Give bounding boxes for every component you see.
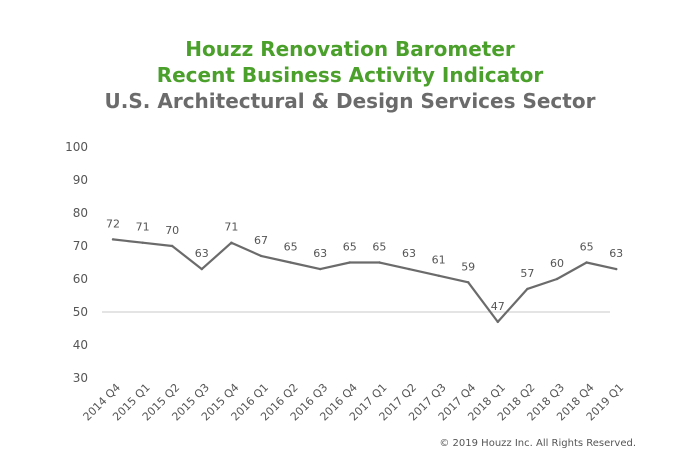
data-label: 63 <box>195 247 209 260</box>
data-label: 61 <box>432 254 446 267</box>
chart-subtitle: U.S. Architectural & Design Services Sec… <box>104 89 596 113</box>
y-tick-label: 40 <box>73 338 88 352</box>
y-tick-label: 50 <box>73 305 88 319</box>
data-label: 71 <box>224 221 238 234</box>
data-point <box>526 287 529 291</box>
data-label: 71 <box>136 221 150 234</box>
data-point <box>407 267 411 271</box>
data-label: 63 <box>313 247 327 260</box>
data-label: 59 <box>461 260 475 273</box>
data-point <box>348 261 351 264</box>
data-label: 67 <box>254 234 268 247</box>
data-point <box>289 261 292 264</box>
data-point <box>467 281 470 284</box>
data-point <box>319 267 322 271</box>
data-point <box>111 238 115 241</box>
data-point <box>437 274 440 277</box>
data-point <box>230 241 233 244</box>
chart-title-line2: Recent Business Activity Indicator <box>156 63 544 87</box>
data-label: 65 <box>372 241 386 254</box>
data-point <box>200 267 203 271</box>
y-tick-label: 70 <box>73 239 88 253</box>
data-point <box>615 267 618 271</box>
data-label: 65 <box>343 241 357 254</box>
data-point <box>585 261 588 264</box>
copyright-footer: © 2019 Houzz Inc. All Rights Reserved. <box>439 438 636 449</box>
data-point <box>555 277 559 281</box>
data-point <box>141 241 144 244</box>
data-label: 47 <box>491 300 505 313</box>
data-label: 70 <box>165 224 179 237</box>
series-line <box>111 238 618 323</box>
data-label: 63 <box>402 247 416 260</box>
data-label: 63 <box>609 247 623 260</box>
data-label: 60 <box>550 257 564 270</box>
data-label: 65 <box>284 241 298 254</box>
data-point <box>171 244 174 248</box>
data-label: 57 <box>520 267 534 280</box>
data-point <box>259 254 263 258</box>
data-point <box>496 320 499 324</box>
y-tick-label: 80 <box>73 206 88 220</box>
data-label: 65 <box>580 241 594 254</box>
y-tick-label: 60 <box>73 272 88 286</box>
chart-title-line1: Houzz Renovation Barometer <box>185 37 515 61</box>
y-tick-label: 90 <box>73 173 88 187</box>
data-label: 72 <box>106 217 120 230</box>
y-tick-label: 30 <box>73 371 88 385</box>
data-point <box>378 261 381 264</box>
y-tick-label: 100 <box>65 140 88 154</box>
